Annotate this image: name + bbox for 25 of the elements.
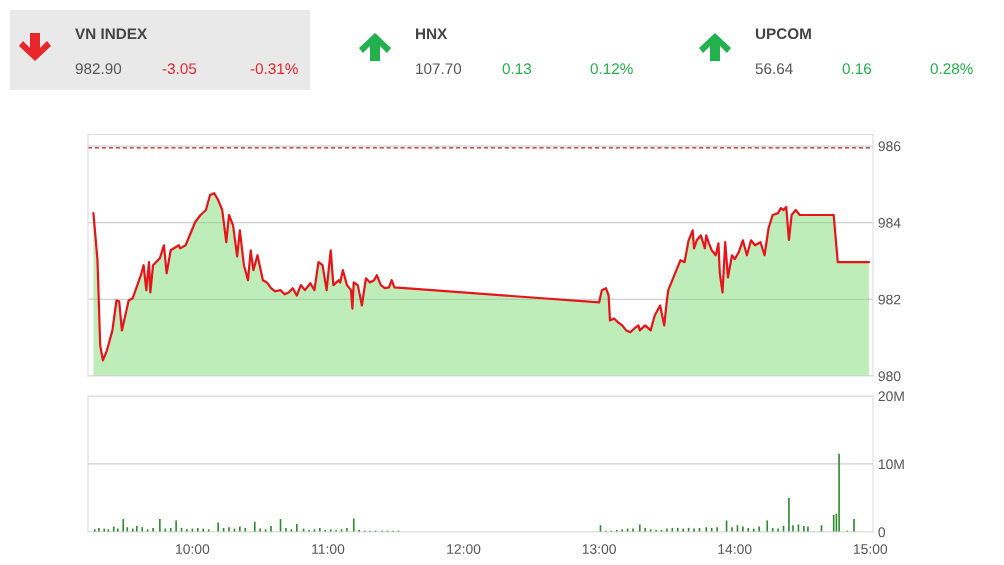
x-tick-label: 14:00 (718, 544, 752, 555)
text: 0.12% (590, 63, 633, 75)
x-tick-label: 15:00 (853, 544, 888, 555)
y-tick-label: 982 (878, 294, 901, 305)
x-tick-label: 11:00 (312, 544, 345, 555)
text: HNX (416, 28, 448, 39)
text: 982.90 (75, 63, 122, 75)
text: -0.31% (250, 63, 298, 75)
x-tick-label: 13:00 (582, 544, 616, 555)
y-tick-label: 980 (878, 371, 901, 382)
text: -3.05 (162, 63, 197, 75)
y-tick-label: 10M (878, 459, 904, 470)
y-tick-label: 20M (878, 391, 904, 402)
y-tick-label: 984 (878, 218, 901, 228)
text: 0.28% (930, 63, 973, 75)
text: 56.64 (755, 63, 793, 75)
text: UPCOM (755, 28, 811, 40)
x-tick-label: 12:00 (447, 544, 481, 555)
y-tick-label: 986 (878, 141, 901, 152)
text: 0.16 (842, 63, 872, 75)
text: 107.70 (416, 63, 462, 75)
x-tick-label: 10:00 (176, 544, 210, 555)
text: VN INDEX (75, 28, 148, 39)
y-tick-label: 0 (878, 527, 886, 538)
text: 0.13 (502, 63, 532, 75)
